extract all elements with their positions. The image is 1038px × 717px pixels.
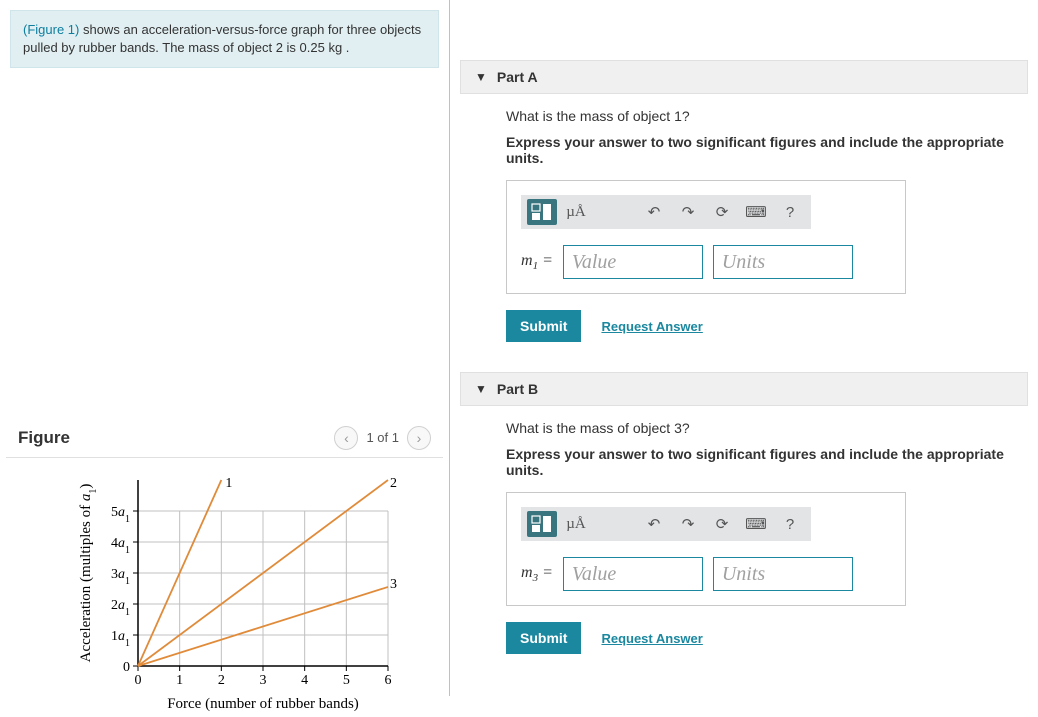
problem-intro: (Figure 1) shows an acceleration-versus-… bbox=[10, 10, 439, 68]
part-b-question: What is the mass of object 3? bbox=[506, 420, 1028, 436]
intro-text: shows an acceleration-versus-force graph… bbox=[23, 22, 421, 55]
reset-icon[interactable]: ⟳ bbox=[707, 199, 737, 225]
undo-icon[interactable]: ↶ bbox=[639, 511, 669, 537]
part-a-question: What is the mass of object 1? bbox=[506, 108, 1028, 124]
answer-toolbar: µÅ ↶ ↷ ⟳ ⌨ ? bbox=[521, 195, 811, 229]
part-a-request-answer-link[interactable]: Request Answer bbox=[601, 319, 702, 334]
figure-prev-button[interactable]: ‹ bbox=[334, 426, 358, 450]
svg-text:6: 6 bbox=[385, 673, 392, 688]
svg-text:0: 0 bbox=[135, 673, 142, 688]
caret-down-icon: ▼ bbox=[475, 70, 487, 84]
figure-next-button[interactable]: › bbox=[407, 426, 431, 450]
svg-text:3a1: 3a1 bbox=[111, 567, 130, 587]
svg-text:5a1: 5a1 bbox=[111, 505, 130, 525]
help-icon[interactable]: ? bbox=[775, 511, 805, 537]
svg-text:Force (number of rubber bands): Force (number of rubber bands) bbox=[167, 696, 359, 712]
svg-text:2a1: 2a1 bbox=[111, 598, 130, 618]
part-b-header[interactable]: ▼ Part B bbox=[460, 372, 1028, 406]
part-a-body: What is the mass of object 1? Express yo… bbox=[450, 94, 1038, 352]
part-b-value-input[interactable]: Value bbox=[563, 557, 703, 591]
figure-chart: 0 1 2 3 4 5 6 0 1a1 2a1 3a1 4a1 5a1 1 2 3 Force (number … bbox=[6, 458, 443, 717]
svg-text:4a1: 4a1 bbox=[111, 536, 130, 556]
svg-text:1: 1 bbox=[176, 673, 183, 688]
part-a-units-input[interactable]: Units bbox=[713, 245, 853, 279]
part-b-request-answer-link[interactable]: Request Answer bbox=[601, 631, 702, 646]
figure-title: Figure bbox=[18, 428, 70, 448]
svg-text:3: 3 bbox=[390, 577, 397, 592]
part-b-input-row: m3 = Value Units bbox=[521, 557, 891, 591]
part-a-instructions: Express your answer to two significant f… bbox=[506, 134, 1028, 166]
template-icon[interactable] bbox=[527, 511, 557, 537]
part-b-var-label: m3 = bbox=[521, 564, 553, 584]
template-icon[interactable] bbox=[527, 199, 557, 225]
part-a-title: Part A bbox=[497, 69, 538, 85]
part-a-value-input[interactable]: Value bbox=[563, 245, 703, 279]
svg-text:1: 1 bbox=[225, 476, 232, 491]
part-b-answer-box: µÅ ↶ ↷ ⟳ ⌨ ? m3 = Value Units bbox=[506, 492, 906, 606]
figure-link[interactable]: (Figure 1) bbox=[23, 22, 79, 37]
left-pane: (Figure 1) shows an acceleration-versus-… bbox=[0, 0, 450, 696]
reset-icon[interactable]: ⟳ bbox=[707, 511, 737, 537]
redo-icon[interactable]: ↷ bbox=[673, 199, 703, 225]
part-a-var-label: m1 = bbox=[521, 252, 553, 272]
keyboard-icon[interactable]: ⌨ bbox=[741, 199, 771, 225]
svg-text:5: 5 bbox=[343, 673, 350, 688]
figure-counter: 1 of 1 bbox=[366, 430, 399, 445]
svg-text:Acceleration (multiples of a1): Acceleration (multiples of a1) bbox=[78, 484, 99, 663]
svg-text:2: 2 bbox=[218, 673, 225, 688]
part-b-submit-button[interactable]: Submit bbox=[506, 622, 581, 654]
part-b-units-input[interactable]: Units bbox=[713, 557, 853, 591]
svg-text:1a1: 1a1 bbox=[111, 629, 130, 649]
redo-icon[interactable]: ↷ bbox=[673, 511, 703, 537]
figure-header: Figure ‹ 1 of 1 › bbox=[6, 418, 443, 458]
part-a-header[interactable]: ▼ Part A bbox=[460, 60, 1028, 94]
figure-nav: ‹ 1 of 1 › bbox=[334, 426, 431, 450]
svg-text:2: 2 bbox=[390, 476, 397, 491]
part-a-answer-box: µÅ ↶ ↷ ⟳ ⌨ ? m1 = Value Units bbox=[506, 180, 906, 294]
part-b-body: What is the mass of object 3? Express yo… bbox=[450, 406, 1038, 664]
part-b-title: Part B bbox=[497, 381, 538, 397]
caret-down-icon: ▼ bbox=[475, 382, 487, 396]
part-a-submit-button[interactable]: Submit bbox=[506, 310, 581, 342]
svg-text:4: 4 bbox=[301, 673, 308, 688]
right-pane: ▼ Part A What is the mass of object 1? E… bbox=[450, 0, 1038, 696]
svg-text:0: 0 bbox=[123, 660, 130, 675]
svg-text:3: 3 bbox=[260, 673, 267, 688]
units-icon[interactable]: µÅ bbox=[561, 199, 591, 225]
part-b-instructions: Express your answer to two significant f… bbox=[506, 446, 1028, 478]
keyboard-icon[interactable]: ⌨ bbox=[741, 511, 771, 537]
answer-toolbar: µÅ ↶ ↷ ⟳ ⌨ ? bbox=[521, 507, 811, 541]
help-icon[interactable]: ? bbox=[775, 199, 805, 225]
undo-icon[interactable]: ↶ bbox=[639, 199, 669, 225]
part-a-input-row: m1 = Value Units bbox=[521, 245, 891, 279]
units-icon[interactable]: µÅ bbox=[561, 511, 591, 537]
